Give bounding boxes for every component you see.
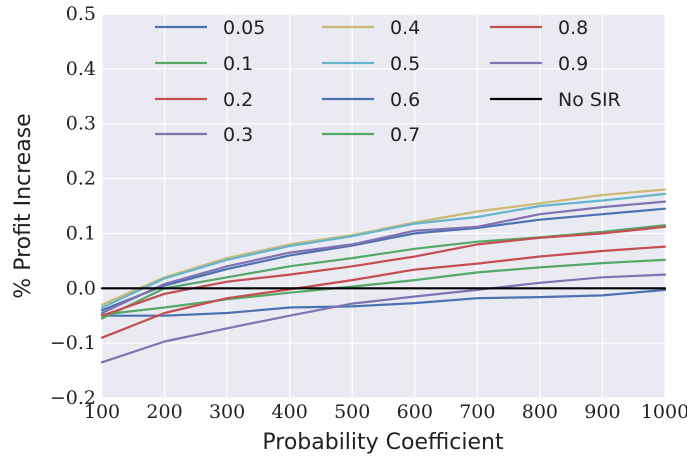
grid bbox=[101, 13, 666, 399]
x-tick-label: 800 bbox=[522, 401, 558, 423]
y-axis-title: % Profit Increase bbox=[11, 113, 36, 298]
y-tick-label: 0.0 bbox=[66, 277, 96, 299]
y-tick-label: 0.3 bbox=[66, 113, 96, 135]
x-tick-label: 200 bbox=[146, 401, 182, 423]
y-tick-label: 0.5 bbox=[66, 3, 96, 25]
x-axis-title: Probability Coefficient bbox=[262, 430, 504, 455]
legend-label: 0.1 bbox=[223, 53, 253, 75]
x-tick-label: 600 bbox=[397, 401, 433, 423]
y-tick-label: 0.1 bbox=[66, 222, 96, 244]
legend-label: 0.9 bbox=[558, 53, 588, 75]
legend-label: 0.05 bbox=[223, 17, 265, 39]
x-tick-label: 400 bbox=[272, 401, 308, 423]
legend-label: 0.2 bbox=[223, 89, 253, 111]
x-tick-label: 700 bbox=[459, 401, 495, 423]
legend-label: 0.5 bbox=[390, 53, 420, 75]
x-tick-labels: 100 200 300 400 500 600 700 800 900 1000 bbox=[84, 401, 687, 423]
x-tick-label: 500 bbox=[334, 401, 370, 423]
y-tick-label: −0.2 bbox=[50, 387, 96, 409]
y-tick-label: 0.4 bbox=[66, 58, 96, 80]
series-lines bbox=[100, 188, 667, 364]
series-line-0-05 bbox=[100, 288, 667, 317]
series-line-0-1 bbox=[100, 258, 667, 316]
series-line-0-9 bbox=[100, 200, 667, 315]
series-line-0-6 bbox=[100, 207, 667, 312]
legend: 0.05 0.1 0.2 0.3 0.4 0.5 0.6 0.7 0.8 0.9 No SIR bbox=[155, 17, 621, 146]
legend-label: 0.7 bbox=[390, 124, 420, 146]
legend-label: 0.3 bbox=[223, 124, 253, 146]
x-tick-label: 300 bbox=[209, 401, 245, 423]
legend-label: No SIR bbox=[558, 89, 621, 111]
legend-label: 0.6 bbox=[390, 89, 420, 111]
legend-label: 0.4 bbox=[390, 17, 420, 39]
x-tick-label: 100 bbox=[84, 401, 120, 423]
y-tick-label: 0.2 bbox=[66, 168, 96, 190]
x-tick-label: 900 bbox=[584, 401, 620, 423]
series-line-0-5 bbox=[100, 192, 667, 309]
legend-label: 0.8 bbox=[558, 17, 588, 39]
y-tick-label: −0.1 bbox=[50, 332, 96, 354]
y-tick-labels: 0.5 0.4 0.3 0.2 0.1 0.0 −0.1 −0.2 bbox=[50, 3, 96, 409]
series-line-0-2 bbox=[100, 245, 667, 339]
x-tick-label: 1000 bbox=[641, 401, 687, 423]
series-line-0-3 bbox=[100, 273, 667, 364]
